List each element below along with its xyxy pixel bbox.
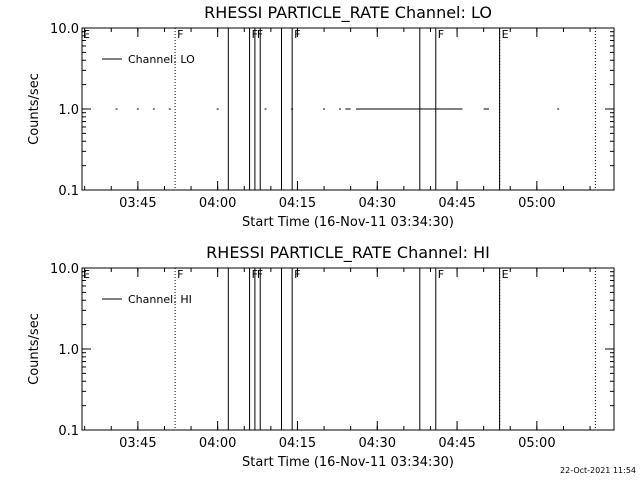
panel-1-ytick-label-2: 10.0 <box>50 262 79 277</box>
panel-1-ylabel: Counts/sec <box>27 313 42 385</box>
panel-0-edge-label-0: E <box>83 28 90 41</box>
panel-0-ylabel: Counts/sec <box>27 73 42 145</box>
panel-1-edge-label-0: E <box>83 268 90 281</box>
panel-1-flag-label-6: F <box>294 268 300 281</box>
panel-0-flag-label-8: F <box>438 28 444 41</box>
panel-1-ytick-label-0: 0.1 <box>58 424 79 439</box>
panel-0-title: RHESSI PARTICLE_RATE Channel: LO <box>204 3 492 23</box>
panel-0-xtick-label-3: 04:30 <box>359 196 396 211</box>
panel-0-ytick-label-2: 10.0 <box>50 22 79 37</box>
panel-1-flag-label-0: F <box>177 268 183 281</box>
panel-1-xtick-label-2: 04:15 <box>279 436 316 451</box>
panel-1-xtick-label-4: 04:45 <box>438 436 475 451</box>
panel-1-flag-label-10: E <box>502 268 509 281</box>
panel-0-xtick-label-5: 05:00 <box>518 196 555 211</box>
panel-1-xtick-label-0: 03:45 <box>119 436 156 451</box>
panel-0-xtick-label-2: 04:15 <box>279 196 316 211</box>
panel-1-xlabel: Start Time (16-Nov-11 03:34:30) <box>242 455 454 470</box>
panel-0-xlabel: Start Time (16-Nov-11 03:34:30) <box>242 215 454 230</box>
panel-0-xtick-label-1: 04:00 <box>199 196 236 211</box>
panel-1-xtick-label-3: 04:30 <box>359 436 396 451</box>
panel-0-flag-label-6: F <box>294 28 300 41</box>
panel-1-ytick-label-1: 1.0 <box>58 343 79 358</box>
panel-0-xtick-label-4: 04:45 <box>438 196 475 211</box>
panel-1-title: RHESSI PARTICLE_RATE Channel: HI <box>206 243 490 263</box>
panel-0-legend-label: Channel: LO <box>128 53 195 66</box>
panel-0-xtick-label-0: 03:45 <box>119 196 156 211</box>
panel-1-xtick-label-5: 05:00 <box>518 436 555 451</box>
panel-0-ytick-label-0: 0.1 <box>58 184 79 199</box>
panel-1-xtick-label-1: 04:00 <box>199 436 236 451</box>
panel-0-ytick-label-1: 1.0 <box>58 103 79 118</box>
plot-timestamp: 22-Oct-2021 11:54 <box>560 466 636 475</box>
panel-0-flag-label-0: F <box>177 28 183 41</box>
panel-0-flag-label-10: E <box>502 28 509 41</box>
panel-1-legend-label: Channel: HI <box>128 293 192 306</box>
panel-1-flag-label-8: F <box>438 268 444 281</box>
